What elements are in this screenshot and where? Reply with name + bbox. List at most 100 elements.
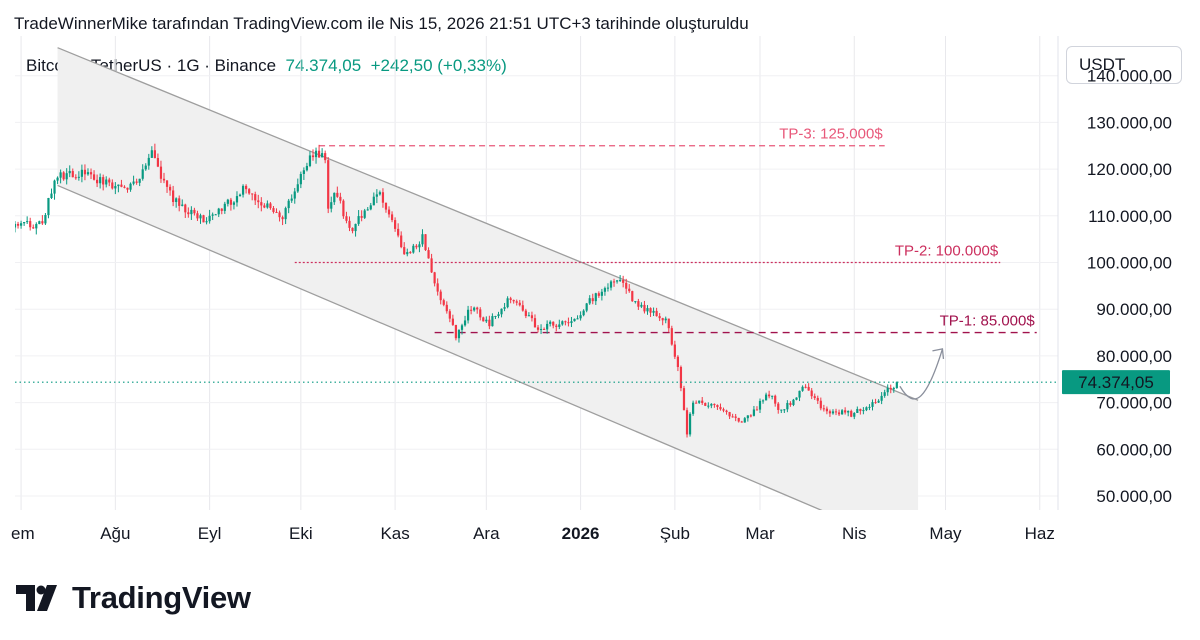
candle [543, 327, 546, 330]
x-tick-label-7: Şub [660, 524, 690, 543]
candle [847, 410, 850, 417]
candle-body [722, 409, 725, 411]
candle-body [615, 280, 619, 282]
tradingview-logo[interactable]: TradingView [16, 578, 251, 618]
candle [196, 210, 199, 221]
candle-body [585, 303, 588, 311]
candle [442, 298, 445, 307]
candle [695, 400, 698, 404]
candle-body [254, 194, 257, 201]
candle-body [746, 415, 749, 419]
candle [457, 329, 461, 343]
candle-body [226, 199, 229, 204]
candle [327, 157, 330, 214]
candle-body [74, 177, 77, 179]
candle [752, 405, 756, 417]
candle-body [336, 192, 339, 197]
candle-body [758, 400, 762, 410]
candle [552, 321, 555, 329]
candle-body [35, 224, 38, 229]
candle-body [199, 215, 202, 219]
candle [375, 189, 378, 204]
candle [287, 198, 290, 214]
candle [862, 407, 865, 415]
candle-body [415, 245, 418, 248]
candle-body [299, 173, 302, 185]
candle [251, 193, 254, 201]
candle-body [433, 272, 436, 284]
candle-body [184, 204, 187, 213]
currency-selector[interactable]: USDT [1066, 46, 1182, 84]
x-tick-label-8: Mar [745, 524, 775, 543]
candle-body [831, 411, 835, 414]
candle [193, 207, 196, 216]
candle-body [296, 184, 299, 192]
forecast-arrow-head [932, 348, 945, 359]
candle-body [178, 198, 181, 206]
candle [238, 193, 242, 197]
candle [248, 187, 251, 195]
candle [594, 292, 597, 305]
candle-body [302, 170, 305, 174]
candle [132, 175, 135, 186]
candle [807, 383, 810, 391]
candle [844, 407, 847, 415]
candle [634, 301, 637, 304]
candle [582, 309, 585, 317]
candle-body [211, 214, 214, 216]
candle-body [710, 403, 713, 406]
candle [518, 299, 521, 307]
candle-body [810, 390, 813, 397]
candle-body [816, 397, 819, 401]
candle-body [482, 317, 485, 322]
candle [269, 202, 272, 210]
candle-body [546, 323, 549, 330]
candle [254, 191, 257, 206]
candle [387, 206, 391, 218]
candle [579, 311, 582, 321]
candle-body [859, 408, 862, 411]
channel-upper-line [57, 47, 919, 401]
candle [47, 197, 50, 219]
candle-body [558, 324, 561, 327]
candle-body [692, 402, 695, 414]
candle [768, 390, 771, 399]
candle [263, 203, 266, 209]
candle [834, 408, 838, 416]
candle-body [83, 169, 87, 175]
candle-body [354, 223, 357, 232]
candle-body [248, 189, 251, 194]
candle [41, 215, 44, 225]
candle [859, 408, 862, 415]
candle [527, 312, 530, 317]
candle [804, 384, 807, 389]
candle-body [457, 329, 461, 339]
candle-body [847, 410, 850, 413]
candle [92, 170, 96, 181]
candle [190, 206, 193, 220]
candle [491, 313, 494, 327]
candle [479, 307, 482, 321]
candle [755, 406, 759, 411]
candle-body [102, 177, 105, 185]
y-tick-label-1: 130.000,00 [1087, 113, 1172, 132]
candle-body [628, 288, 631, 292]
candle [810, 388, 813, 400]
candle [476, 306, 479, 314]
candle [564, 320, 567, 326]
candle-body [281, 217, 284, 220]
candle-body [126, 187, 129, 190]
candle-body [287, 200, 290, 209]
candle-body [619, 279, 622, 281]
candle [62, 171, 65, 181]
candle-body [603, 288, 607, 292]
candle [135, 178, 138, 185]
candle-body [165, 180, 169, 187]
candle-body [667, 318, 670, 329]
candle [603, 286, 607, 296]
candle [482, 316, 485, 322]
x-tick-label-9: Nis [842, 524, 867, 543]
candle [32, 224, 35, 229]
candle [96, 174, 99, 188]
